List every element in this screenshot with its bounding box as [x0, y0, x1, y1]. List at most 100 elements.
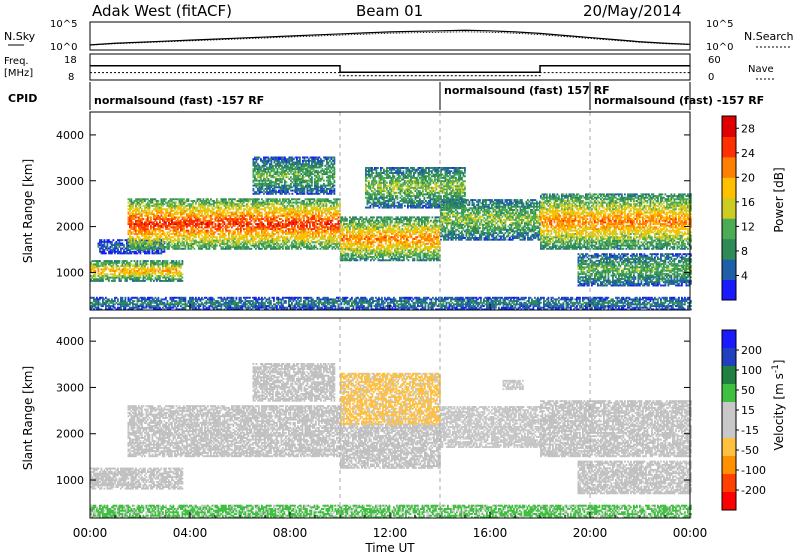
cpid-entry-1: normalsound (fast) -157 RF	[94, 94, 264, 107]
scatter-cell-band-0	[129, 265, 131, 267]
scatter-cell-band-0	[134, 260, 136, 262]
scatter-cell-band-1	[113, 239, 115, 241]
scatter-cell-band-2	[132, 203, 134, 205]
scatter-cell-band-2	[132, 221, 134, 223]
scatter-cell-band-0	[98, 268, 100, 270]
scatter-cell-band-0	[159, 267, 161, 269]
cpid-panel: CPID normalsound (fast) -157 RF normalso…	[8, 82, 764, 110]
scatter-cell-band-0	[114, 278, 116, 280]
scatter-cell-band-0	[111, 260, 113, 262]
scatter-cell-band-0	[119, 260, 121, 262]
scatter-cell-band-1	[140, 251, 142, 253]
date-title: 20/May/2014	[583, 2, 681, 20]
scatter-cell-band-0	[140, 275, 142, 277]
scatter-cell-band-2	[144, 200, 146, 202]
scatter-cell-band-1	[101, 239, 103, 241]
noise-right-tick-bottom: 10^0	[706, 42, 733, 53]
frequency-series	[90, 66, 690, 72]
scatter-cell-band-0	[114, 272, 116, 274]
freq-left-unit: [MHz]	[4, 68, 33, 79]
cpid-entry-2: normalsound (fast) 157 RF	[444, 84, 610, 97]
scatter-cell-band-0	[95, 270, 97, 272]
scatter-cell-band-0	[140, 260, 142, 262]
scatter-cell-band-0	[176, 268, 178, 270]
scatter-cell-band-1	[111, 241, 113, 243]
scatter-cell-band-0	[137, 262, 139, 264]
nave-label: Nave	[748, 64, 774, 75]
scatter-cell-band-2	[131, 198, 133, 200]
scatter-cell-band-2	[140, 238, 142, 240]
scatter-cell-band-0	[179, 260, 181, 262]
scatter-cell-band-0	[176, 260, 178, 262]
scatter-cell-band-0	[152, 275, 154, 277]
scatter-cell-band-0	[182, 273, 184, 275]
scatter-cell-band-0	[182, 277, 184, 279]
scatter-cell-band-0	[137, 260, 139, 262]
scatter-cell-band-0	[167, 260, 169, 262]
scatter-cell-band-0	[162, 272, 164, 274]
noise-left-tick-top: 10^5	[50, 19, 77, 30]
scatter-cell-band-0	[131, 260, 133, 262]
scatter-cell-band-1	[108, 239, 110, 241]
scatter-cell-band-0	[180, 265, 182, 267]
nave-tick-bottom: 0	[708, 72, 714, 83]
freq-tick-bottom: 8	[68, 72, 74, 83]
scatter-cell-band-0	[182, 262, 184, 264]
noise-right-tick-top: 10^5	[706, 19, 733, 30]
freq-tick-top: 18	[64, 55, 77, 66]
n-sky-series	[90, 30, 690, 45]
scatter-cell-band-1	[164, 251, 166, 253]
scatter-cell-band-2	[137, 207, 139, 209]
scatter-cell-band-1	[105, 252, 107, 254]
scatter-cell-band-2	[134, 240, 136, 242]
scatter-cell-band-0	[108, 278, 110, 280]
scatter-cell-band-0	[102, 278, 104, 280]
nave-tick-top: 60	[708, 55, 721, 66]
scatter-cell-band-2	[141, 220, 143, 222]
frequency-panel: Freq. [MHz] 18 8 60 0 Nave	[4, 54, 776, 83]
scatter-cell-band-0	[147, 267, 149, 269]
scatter-cell-band-1	[122, 239, 124, 241]
noise-right-label: N.Search	[744, 30, 794, 43]
cpid-entry-3: normalsound (fast) -157 RF	[594, 94, 764, 107]
scatter-cell-band-0	[120, 278, 122, 280]
scatter-cell-band-2	[141, 245, 143, 247]
radar-summary-plot: Adak West (fitACF) Beam 01 20/May/2014 N…	[0, 0, 800, 554]
scatter-cell-band-1	[123, 244, 125, 246]
scatter-cell-band-1	[107, 244, 109, 246]
scatter-cell-band-0	[173, 260, 175, 262]
scatter-cell-band-2	[144, 240, 146, 242]
scatter-cell-band-0	[174, 275, 176, 277]
scatter-cell-band-0	[126, 278, 128, 280]
freq-left-label: Freq.	[4, 56, 29, 67]
scatter-cell-band-0	[147, 263, 149, 265]
noise-panel: N.Sky 10^5 10^0 10^5 10^0 N.Search	[4, 19, 794, 53]
scatter-cell-band-0	[153, 265, 155, 267]
scatter-cell-band-2	[132, 207, 134, 209]
scatter-cell-band-2	[131, 240, 133, 242]
noise-panel-frame	[90, 22, 690, 50]
noise-left-tick-bottom: 10^0	[50, 42, 77, 53]
scatter-cell-band-0	[182, 280, 184, 282]
scatter-cell-band-2	[140, 203, 142, 205]
noise-left-label: N.Sky	[4, 30, 36, 43]
frequency-panel-frame	[90, 54, 690, 80]
scatter-cell-band-0	[131, 263, 133, 265]
beam-title: Beam 01	[356, 2, 423, 20]
scatter-cell-band-0	[126, 260, 128, 262]
scatter-cell-band-1	[122, 243, 124, 245]
scatter-cell-band-0	[105, 268, 107, 270]
scatter-cell-band-0	[144, 265, 146, 267]
scatter-cell-band-0	[113, 265, 115, 267]
scatter-cell-band-0	[99, 260, 101, 262]
scatter-cell-band-0	[159, 260, 161, 262]
scatter-cell-band-0	[95, 275, 97, 277]
scatter-cell-band-0	[119, 262, 121, 264]
scatter-cell-band-2	[138, 208, 140, 210]
scatter-cell-band-0	[98, 262, 100, 264]
scatter-cell-band-1	[104, 239, 106, 241]
scatter-cell-band-0	[107, 267, 109, 269]
scatter-cell-band-2	[140, 207, 142, 209]
scatter-cell-band-0	[179, 270, 181, 272]
